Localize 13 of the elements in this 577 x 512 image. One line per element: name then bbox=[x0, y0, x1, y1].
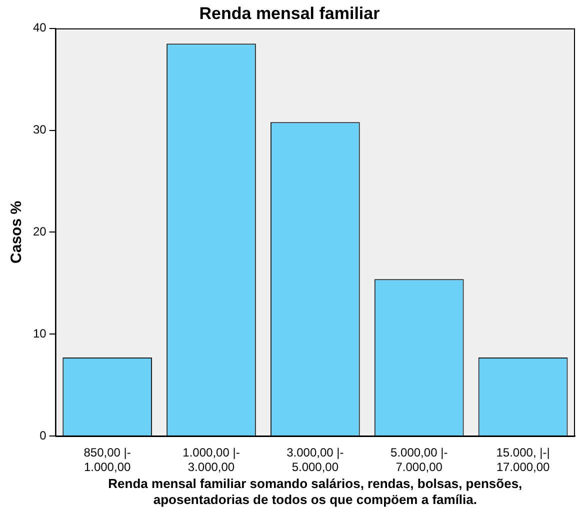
y-tick-label: 10 bbox=[32, 326, 47, 340]
x-tick-label: 15.000, |-| 17.000,00 bbox=[496, 446, 550, 474]
y-tick-label: 40 bbox=[32, 20, 47, 35]
y-axis-title: Casos % bbox=[8, 200, 26, 264]
y-tick-label: 20 bbox=[32, 224, 47, 239]
x-axis-title: Renda mensal familiar somando salários, rendas, bolsas, pensões, aposentadorias de todos os que compöem a família. bbox=[108, 476, 522, 507]
x-tick-label: 3.000,00 |- 5.000,00 bbox=[286, 446, 344, 474]
x-tick-label: 850,00 |- 1.000,00 bbox=[84, 446, 131, 474]
x-tick-label: 1.000,00 |- 3.000,00 bbox=[182, 446, 240, 474]
y-tick-label: 0 bbox=[40, 428, 47, 442]
chart-title: Renda mensal familiar bbox=[199, 4, 380, 23]
y-tick-label: 30 bbox=[32, 122, 47, 137]
x-tick-label: 5.000,00 |- 7.000,00 bbox=[390, 446, 448, 474]
